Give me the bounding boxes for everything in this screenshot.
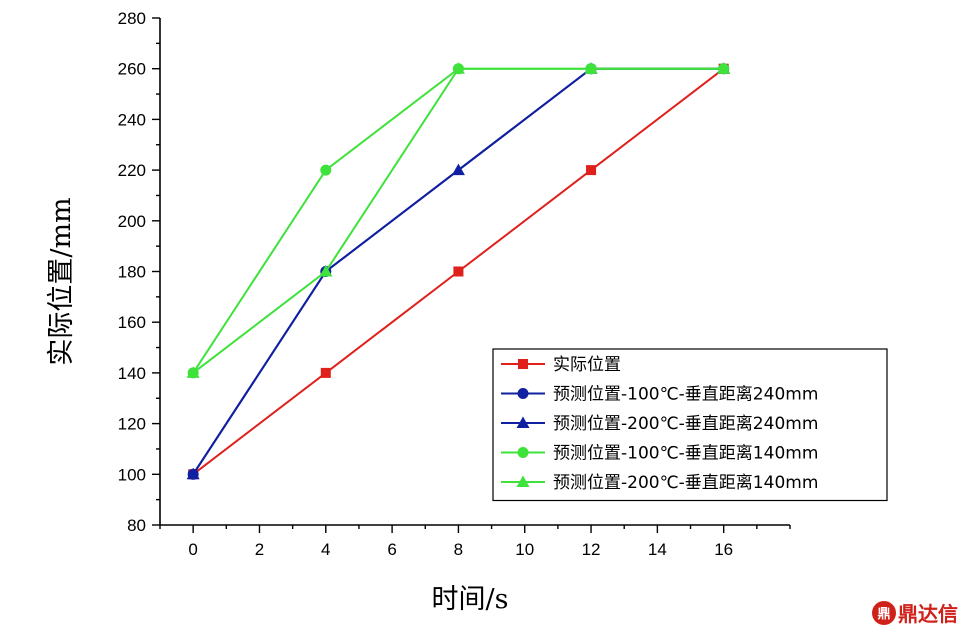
y-tick-label: 80 [127, 516, 146, 535]
data-point [586, 165, 597, 176]
legend-item: 预测位置-200℃-垂直距离240mm [501, 414, 818, 434]
data-point [320, 367, 331, 378]
legend-item: 预测位置-100℃-垂直距离240mm [501, 385, 818, 405]
legend-label: 预测位置-200℃-垂直距离140mm [553, 473, 818, 493]
legend-label: 预测位置-200℃-垂直距离240mm [553, 414, 818, 434]
series-5 [186, 62, 731, 378]
x-tick-label: 10 [515, 540, 534, 559]
series-line [192, 67, 724, 374]
legend-marker [516, 475, 530, 487]
legend-item: 预测位置-200℃-垂直距离140mm [501, 473, 818, 493]
x-tick-label: 8 [454, 540, 463, 559]
y-axis-title: 实际位置/mm [46, 197, 77, 365]
data-point [186, 467, 200, 480]
x-ticks: 0 2 4 6 8 10 12 14 16 [159, 525, 791, 559]
y-tick-label: 160 [118, 313, 146, 332]
x-tick-label: 16 [714, 540, 733, 559]
data-point [584, 62, 598, 74]
legend-item: 实际位置 [501, 355, 621, 375]
legend-marker [517, 447, 529, 458]
x-axis-title: 时间/s [432, 584, 509, 615]
watermark-text: 鼎达信 [898, 602, 958, 626]
y-tick-label: 240 [118, 110, 146, 129]
y-tick-label: 180 [118, 263, 146, 282]
series-4 [187, 63, 730, 379]
watermark-logo-icon: 鼎 [872, 600, 896, 625]
legend-label: 预测位置-100℃-垂直距离140mm [553, 444, 818, 464]
watermark: 鼎 鼎达信 [872, 598, 958, 627]
y-tick-label: 200 [118, 212, 146, 231]
data-point [451, 163, 465, 176]
legend-marker [518, 359, 528, 369]
legend-box [492, 348, 888, 502]
x-tick-label: 2 [255, 540, 264, 559]
x-tick-label: 14 [648, 540, 667, 559]
y-tick-label: 260 [118, 60, 146, 79]
y-tick-label: 280 [118, 9, 146, 28]
data-point [453, 266, 464, 277]
legend-label: 预测位置-100℃-垂直距离240mm [553, 385, 818, 405]
axes: 0 2 4 6 8 10 12 14 16 80 100 120 140 160 180 200 220 240… [118, 9, 791, 559]
y-tick-label: 220 [118, 161, 146, 180]
data-point [186, 366, 200, 378]
x-tick-label: 0 [188, 540, 197, 559]
legend-item: 预测位置-100℃-垂直距离140mm [501, 444, 818, 464]
legend-label: 实际位置 [553, 355, 621, 375]
data-point [451, 62, 465, 74]
y-tick-label: 100 [118, 465, 146, 484]
series-line [192, 67, 724, 374]
x-tick-label: 12 [582, 540, 601, 559]
legend-marker [517, 388, 529, 399]
x-tick-label: 6 [387, 540, 396, 559]
x-tick-label: 4 [321, 540, 330, 559]
y-tick-label: 120 [118, 415, 146, 434]
y-ticks: 80 100 120 140 160 180 200 220 240 260 280 [118, 9, 160, 535]
data-point [717, 62, 731, 74]
legend-marker [516, 416, 530, 428]
data-point [319, 265, 333, 277]
y-tick-label: 140 [118, 364, 146, 383]
data-point [320, 164, 332, 176]
series-layer [186, 62, 731, 480]
